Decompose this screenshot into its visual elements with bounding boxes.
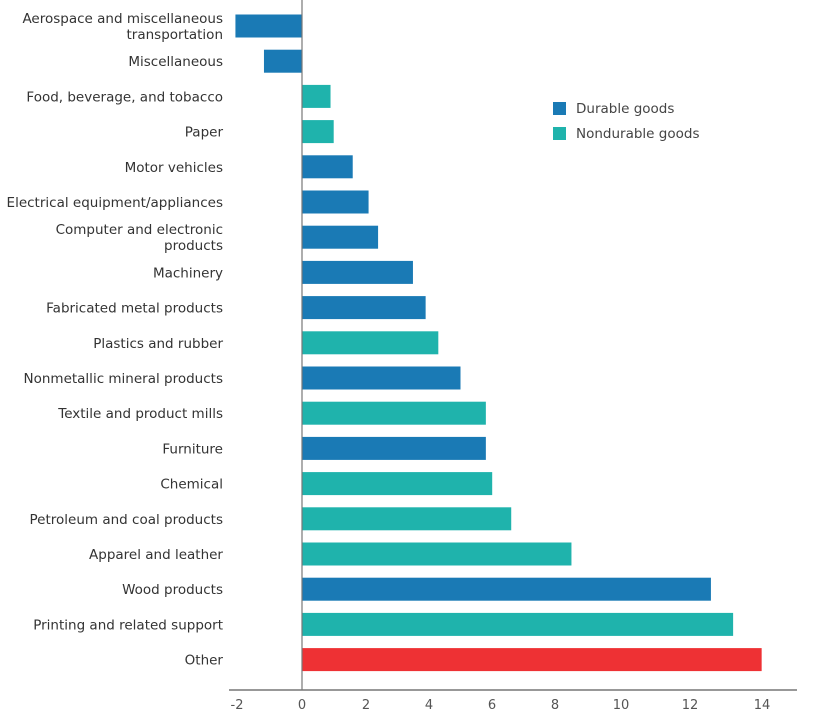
category-label: Electrical equipment/appliances xyxy=(7,195,223,211)
bar-other xyxy=(302,648,762,672)
x-tick-label: 12 xyxy=(682,698,699,713)
category-label: Computer and electronic products xyxy=(56,222,223,254)
bar-electrical-equipment-appliances xyxy=(302,190,369,214)
category-label: Wood products xyxy=(122,582,223,598)
x-tick-label: 6 xyxy=(488,698,496,713)
category-label: Furniture xyxy=(162,441,223,457)
bar-textile-and-product-mills xyxy=(302,401,486,425)
legend-item-nondurable: Nondurable goods xyxy=(553,126,699,142)
bar-fabricated-metal-products xyxy=(302,296,426,320)
category-label: Printing and related support xyxy=(33,617,223,633)
category-label: Miscellaneous xyxy=(128,54,223,70)
category-labels: Aerospace and miscellaneous transportatio… xyxy=(7,11,224,669)
legend-label-durable: Durable goods xyxy=(576,101,674,117)
bar-aerospace-and-miscellaneous-transportation xyxy=(235,14,302,38)
category-label: Aerospace and miscellaneous transportatio… xyxy=(22,11,223,43)
bar-printing-and-related-support xyxy=(302,612,734,636)
category-label: Machinery xyxy=(153,265,223,281)
category-label: Other xyxy=(185,653,224,669)
category-label: Chemical xyxy=(160,477,223,493)
legend-item-durable: Durable goods xyxy=(553,101,674,117)
bar-machinery xyxy=(302,260,413,284)
bar-paper xyxy=(302,120,334,144)
category-label: Petroleum and coal products xyxy=(30,512,223,528)
bar-plastics-and-rubber xyxy=(302,331,439,355)
legend-label-nondurable: Nondurable goods xyxy=(576,126,699,142)
bar-wood-products xyxy=(302,577,711,601)
bar-motor-vehicles xyxy=(302,155,353,179)
category-label: Apparel and leather xyxy=(89,547,223,563)
legend-swatch-nondurable xyxy=(553,127,566,140)
x-tick-label: 0 xyxy=(298,698,306,713)
category-label: Plastics and rubber xyxy=(93,336,223,352)
category-label: Motor vehicles xyxy=(125,160,223,176)
legend: Durable goods Nondurable goods xyxy=(553,101,699,142)
bar-nonmetallic-mineral-products xyxy=(302,366,461,390)
bar-chemical xyxy=(302,472,493,496)
x-tick-label: 8 xyxy=(551,698,559,713)
bar-petroleum-and-coal-products xyxy=(302,507,512,531)
category-label: Food, beverage, and tobacco xyxy=(26,89,223,105)
bars-layer xyxy=(235,14,762,672)
x-axis-ticks: -2 0 2 4 6 8 10 12 14 xyxy=(231,698,771,713)
category-label: Nonmetallic mineral products xyxy=(24,371,224,387)
x-tick-label: -2 xyxy=(231,698,244,713)
x-tick-label: 4 xyxy=(425,698,433,713)
legend-swatch-durable xyxy=(553,102,566,115)
bar-computer-and-electronic-products xyxy=(302,225,379,249)
category-label: Paper xyxy=(185,125,224,141)
bar-miscellaneous xyxy=(263,49,302,73)
category-label: Fabricated metal products xyxy=(46,301,223,317)
bar-furniture xyxy=(302,436,486,460)
x-tick-label: 10 xyxy=(613,698,630,713)
bar-food-beverage-and-tobacco xyxy=(302,84,331,108)
bar-apparel-and-leather xyxy=(302,542,572,566)
category-label: Textile and product mills xyxy=(57,406,223,422)
x-tick-label: 14 xyxy=(754,698,771,713)
x-tick-label: 2 xyxy=(362,698,370,713)
